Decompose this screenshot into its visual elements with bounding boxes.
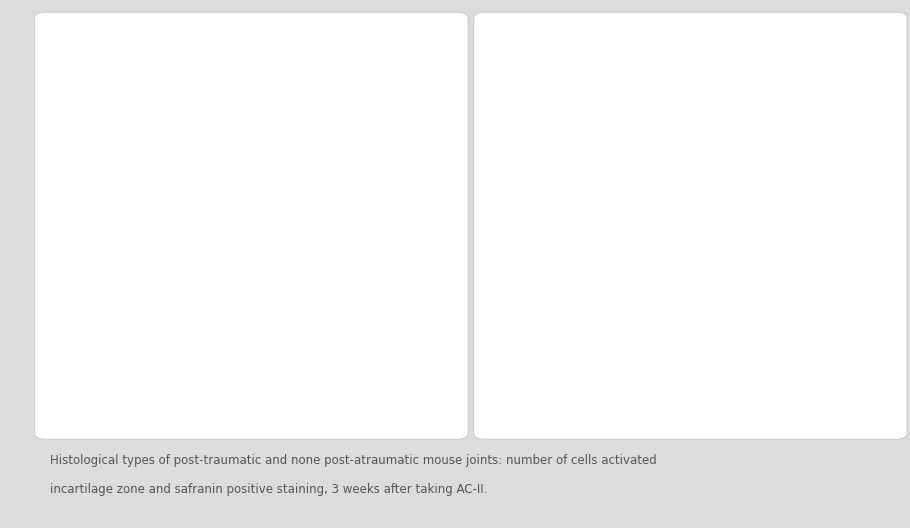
Bar bbox=[795, 88, 841, 364]
Bar bbox=[156, 93, 201, 364]
Text: Histological types of post-traumatic and none post-atraumatic mouse joints: numb: Histological types of post-traumatic and… bbox=[50, 454, 657, 467]
Bar bbox=[695, 249, 741, 364]
Text: incartilage zone and safranin positive staining, 3 weeks after taking AC-II.: incartilage zone and safranin positive s… bbox=[50, 483, 488, 496]
Legend: Comparison Group, OA Comparison Group, OA Group Taking AC-II: Comparison Group, OA Comparison Group, O… bbox=[551, 382, 885, 398]
Bar bbox=[357, 134, 401, 364]
Y-axis label: Cartilage Area (μm²): Cartilage Area (μm²) bbox=[76, 143, 89, 264]
Bar bbox=[595, 272, 640, 364]
Y-axis label: Number of cells actived ( %): Number of cells actived ( %) bbox=[519, 119, 531, 287]
Bar bbox=[256, 166, 301, 364]
Legend: Comparison Group, OA Comparison Group, OA Taking AC-II: Comparison Group, OA Comparison Group, O… bbox=[126, 382, 431, 398]
